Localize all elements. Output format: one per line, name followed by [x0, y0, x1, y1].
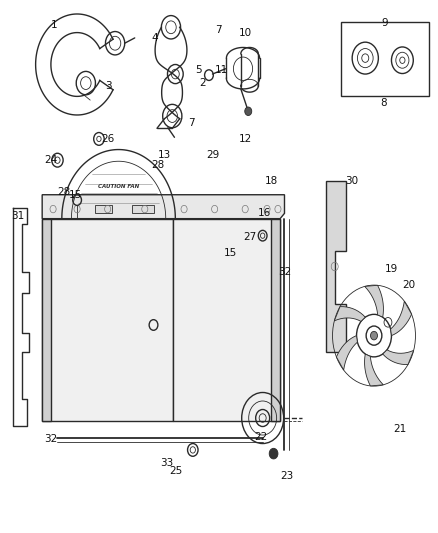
Polygon shape — [334, 306, 365, 321]
Bar — [341, 22, 428, 96]
Text: 13: 13 — [158, 150, 171, 160]
Text: 10: 10 — [239, 28, 252, 38]
Polygon shape — [336, 336, 357, 370]
Text: 19: 19 — [385, 264, 398, 274]
Text: 33: 33 — [160, 458, 173, 468]
Polygon shape — [364, 354, 383, 386]
Bar — [42, 219, 173, 421]
Text: 16: 16 — [258, 208, 272, 219]
Text: 8: 8 — [381, 98, 387, 108]
Text: 15: 15 — [68, 190, 81, 200]
Text: 28: 28 — [57, 187, 71, 197]
Text: 15: 15 — [223, 248, 237, 258]
Text: 18: 18 — [265, 176, 278, 187]
Text: 24: 24 — [44, 155, 58, 165]
Text: 26: 26 — [101, 134, 114, 144]
Text: 11: 11 — [215, 65, 228, 75]
Text: 32: 32 — [44, 434, 58, 445]
Text: 28: 28 — [151, 160, 165, 171]
Text: CAUTION FAN: CAUTION FAN — [98, 184, 139, 189]
Polygon shape — [391, 301, 412, 336]
Text: 21: 21 — [394, 424, 407, 434]
Text: 23: 23 — [280, 472, 293, 481]
Text: 7: 7 — [215, 25, 221, 35]
Polygon shape — [383, 350, 413, 365]
Text: 2: 2 — [199, 78, 206, 88]
Bar — [272, 219, 280, 421]
Text: 5: 5 — [195, 65, 201, 75]
Text: 9: 9 — [381, 18, 388, 28]
Text: 4: 4 — [151, 33, 158, 43]
Bar — [173, 219, 280, 421]
Bar — [42, 219, 51, 421]
Text: 25: 25 — [169, 466, 182, 476]
Polygon shape — [326, 181, 346, 352]
Circle shape — [371, 332, 378, 340]
Polygon shape — [365, 285, 383, 317]
Text: 7: 7 — [188, 118, 195, 128]
Text: 29: 29 — [206, 150, 219, 160]
Text: 31: 31 — [12, 211, 25, 221]
Text: 27: 27 — [243, 232, 256, 243]
Polygon shape — [42, 195, 285, 219]
Text: 30: 30 — [346, 176, 359, 187]
Text: 1: 1 — [51, 20, 57, 30]
Text: 32: 32 — [278, 267, 291, 277]
Bar — [132, 205, 153, 213]
Text: 12: 12 — [239, 134, 252, 144]
Circle shape — [269, 448, 278, 459]
Text: 3: 3 — [106, 81, 112, 91]
Text: 20: 20 — [403, 280, 416, 290]
Bar — [95, 205, 112, 213]
Text: 22: 22 — [254, 432, 267, 442]
Circle shape — [245, 107, 252, 116]
